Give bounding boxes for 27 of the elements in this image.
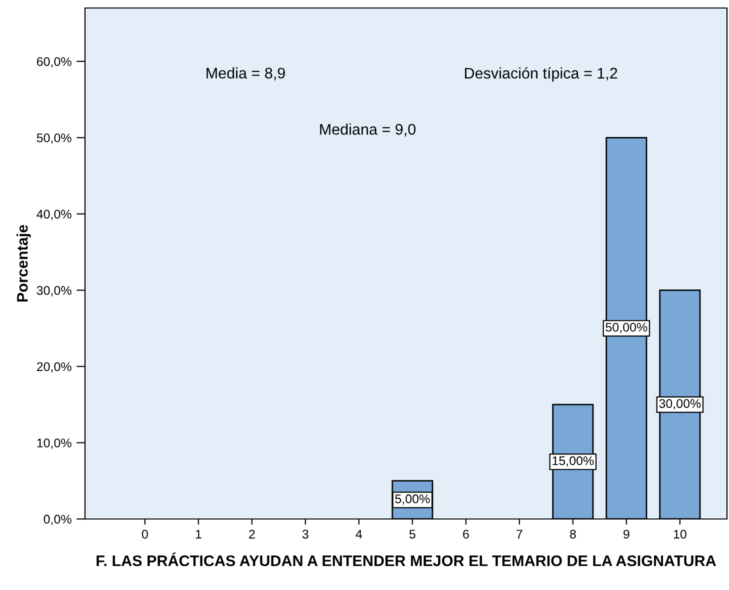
data-label: 5,00% <box>395 494 430 505</box>
y-tick-label: 20,0% <box>36 362 72 373</box>
x-tick-label: 0 <box>142 530 148 539</box>
x-tick-label: 1 <box>196 530 202 538</box>
y-tick-label: 50,0% <box>36 133 72 144</box>
x-axis-title: F. LAS PRÁCTICAS AYUDAN A ENTENDER MEJOR EL TEMARIO DE LA ASIGNATURA <box>96 552 716 566</box>
x-tick-label: 6 <box>463 530 469 539</box>
annotation: Desviación típica = 1,2 <box>465 67 618 82</box>
x-tick-label: 8 <box>570 530 576 539</box>
data-label: 50,00% <box>606 322 648 334</box>
y-tick-label: 60,0% <box>37 57 72 68</box>
data-label: 15,00% <box>552 456 594 467</box>
y-axis-title: Porcentaje <box>16 224 31 302</box>
x-tick-label: 4 <box>356 530 362 538</box>
y-tick-label: 0,0% <box>44 514 72 526</box>
x-tick-label: 9 <box>624 530 630 539</box>
x-tick-label: 10 <box>674 530 686 539</box>
annotation: Mediana = 9,0 <box>320 124 416 137</box>
x-tick-label: 5 <box>409 530 416 539</box>
annotation: Media = 8,9 <box>206 67 285 80</box>
y-tick-label: 10,0% <box>37 438 72 449</box>
x-tick-label: 2 <box>249 530 255 538</box>
x-tick-label: 3 <box>302 530 308 539</box>
y-tick-label: 30,0% <box>36 286 72 296</box>
y-tick-label: 40,0% <box>36 210 72 220</box>
x-tick-label: 7 <box>516 530 522 538</box>
data-label: 30,00% <box>659 399 701 410</box>
